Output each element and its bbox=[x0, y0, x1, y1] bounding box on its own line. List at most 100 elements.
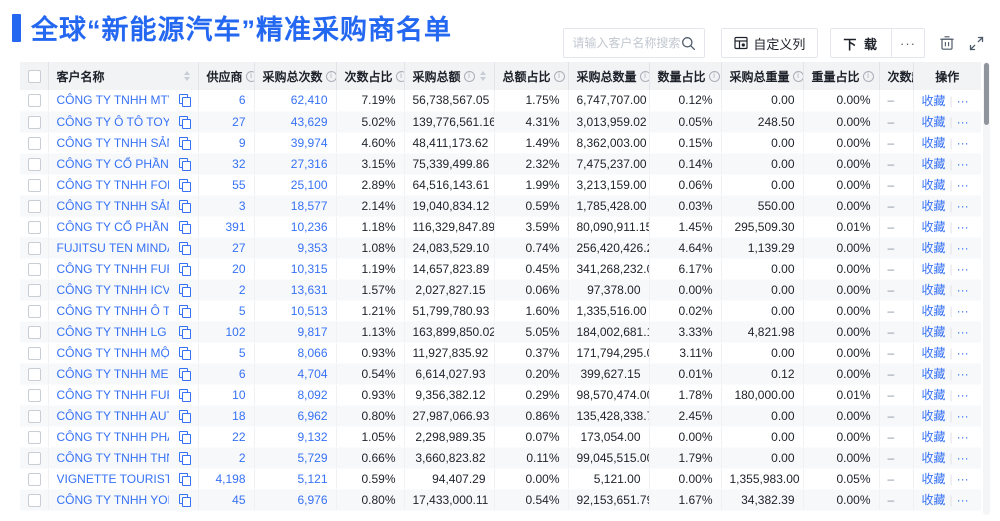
customer-name-link[interactable]: CÔNG TY TNHH FURUKAWA A... bbox=[56, 261, 169, 276]
row-checkbox[interactable] bbox=[28, 241, 41, 255]
customer-name-link[interactable]: CÔNG TY TNHH MỘT THÀNH V... bbox=[56, 345, 169, 360]
customer-name-link[interactable]: CÔNG TY CỔ PHẦN SẢN XUẤT... bbox=[56, 156, 169, 171]
copy-icon[interactable] bbox=[178, 241, 191, 255]
column-header[interactable]: 数量占比 bbox=[649, 62, 722, 90]
row-more-button[interactable]: ··· bbox=[956, 283, 969, 297]
favorite-button[interactable]: 收藏 bbox=[921, 430, 946, 444]
row-more-button[interactable]: ··· bbox=[956, 178, 969, 192]
row-checkbox[interactable] bbox=[28, 493, 41, 507]
info-icon[interactable] bbox=[395, 70, 403, 82]
row-checkbox[interactable] bbox=[28, 262, 41, 276]
select-all-checkbox-header[interactable] bbox=[20, 62, 49, 90]
row-more-button[interactable]: ··· bbox=[956, 451, 969, 465]
customer-name-link[interactable]: CÔNG TY TNHH Ô TÔ MITSUBI... bbox=[56, 303, 169, 318]
sort-icon[interactable] bbox=[183, 71, 190, 81]
row-checkbox[interactable] bbox=[28, 157, 41, 171]
row-more-button[interactable]: ··· bbox=[956, 220, 969, 234]
vertical-scrollbar[interactable] bbox=[983, 62, 990, 515]
favorite-button[interactable]: 收藏 bbox=[921, 283, 946, 297]
row-checkbox[interactable] bbox=[28, 367, 41, 381]
select-all-checkbox[interactable] bbox=[28, 70, 41, 84]
copy-icon[interactable] bbox=[178, 325, 191, 339]
row-more-button[interactable]: ··· bbox=[956, 472, 969, 486]
customer-name-link[interactable]: CÔNG TY TNHH YOKOWO VIỆT... bbox=[56, 492, 169, 507]
copy-icon[interactable] bbox=[178, 94, 191, 108]
customer-name-link[interactable]: CÔNG TY TNHH MTV SẢN XUẤ... bbox=[56, 93, 169, 108]
row-checkbox[interactable] bbox=[28, 325, 41, 339]
customer-name-link[interactable]: CÔNG TY TNHH MERCEDES–B... bbox=[56, 366, 169, 381]
row-checkbox[interactable] bbox=[28, 136, 41, 150]
row-checkbox[interactable] bbox=[28, 283, 41, 297]
favorite-button[interactable]: 收藏 bbox=[921, 262, 946, 276]
row-checkbox[interactable] bbox=[28, 115, 41, 129]
row-more-button[interactable]: ··· bbox=[956, 325, 969, 339]
row-checkbox[interactable] bbox=[28, 451, 41, 465]
row-more-button[interactable]: ··· bbox=[956, 304, 969, 318]
row-more-button[interactable]: ··· bbox=[956, 409, 969, 423]
customer-name-link[interactable]: VIGNETTE TOURISTIQUE G UNI... bbox=[56, 471, 169, 486]
favorite-button[interactable]: 收藏 bbox=[921, 346, 946, 360]
scrollbar-thumb[interactable] bbox=[984, 63, 989, 125]
info-icon[interactable] bbox=[325, 70, 335, 82]
favorite-button[interactable]: 收藏 bbox=[921, 367, 946, 381]
info-icon[interactable] bbox=[463, 70, 475, 82]
row-more-button[interactable]: ··· bbox=[956, 262, 969, 276]
copy-icon[interactable] bbox=[178, 262, 191, 276]
favorite-button[interactable]: 收藏 bbox=[921, 409, 946, 423]
customer-name-link[interactable]: CÔNG TY Ô TÔ TOYOTA VIỆT ... bbox=[56, 114, 169, 129]
column-header[interactable]: 采购总额 bbox=[404, 62, 495, 90]
customer-name-link[interactable]: CÔNG TY TNHH ICV bbox=[56, 282, 169, 297]
copy-icon[interactable] bbox=[178, 283, 191, 297]
copy-icon[interactable] bbox=[178, 304, 191, 318]
customer-name-link[interactable]: CÔNG TY TNHH SẢN XUẤT VÀ ... bbox=[56, 198, 169, 213]
row-more-button[interactable]: ··· bbox=[956, 136, 969, 150]
info-icon[interactable] bbox=[862, 70, 874, 82]
info-icon[interactable] bbox=[708, 70, 720, 82]
row-more-button[interactable]: ··· bbox=[956, 115, 969, 129]
customer-name-link[interactable]: CÔNG TY TNHH THN AUTOPAR... bbox=[56, 450, 169, 465]
info-icon[interactable] bbox=[553, 70, 565, 82]
column-header[interactable]: 采购总重量 bbox=[721, 62, 804, 90]
row-more-button[interactable]: ··· bbox=[956, 346, 969, 360]
column-header[interactable]: 次数占比 bbox=[336, 62, 405, 90]
copy-icon[interactable] bbox=[178, 493, 191, 507]
info-icon[interactable] bbox=[245, 70, 253, 82]
customer-name-link[interactable]: CÔNG TY TNHH PHÂN PHỐI T... bbox=[56, 429, 169, 444]
row-checkbox[interactable] bbox=[28, 94, 41, 108]
copy-icon[interactable] bbox=[178, 409, 191, 423]
row-checkbox[interactable] bbox=[28, 304, 41, 318]
favorite-button[interactable]: 收藏 bbox=[921, 199, 946, 213]
copy-icon[interactable] bbox=[178, 472, 191, 486]
copy-icon[interactable] bbox=[178, 136, 191, 150]
copy-icon[interactable] bbox=[178, 157, 191, 171]
row-checkbox[interactable] bbox=[28, 388, 41, 402]
row-more-button[interactable]: ··· bbox=[956, 199, 969, 213]
favorite-button[interactable]: 收藏 bbox=[921, 178, 946, 192]
favorite-button[interactable]: 收藏 bbox=[921, 115, 946, 129]
copy-icon[interactable] bbox=[178, 451, 191, 465]
customer-name-link[interactable]: CÔNG TY TNHH FORD VIỆT NAM bbox=[56, 177, 169, 192]
favorite-button[interactable]: 收藏 bbox=[921, 325, 946, 339]
column-header[interactable]: 总额占比 bbox=[494, 62, 569, 90]
favorite-button[interactable]: 收藏 bbox=[921, 157, 946, 171]
customer-name-link[interactable]: CÔNG TY TNHH AUTEL VIỆT N... bbox=[56, 408, 169, 423]
copy-icon[interactable] bbox=[178, 367, 191, 381]
favorite-button[interactable]: 收藏 bbox=[921, 472, 946, 486]
row-more-button[interactable]: ··· bbox=[956, 157, 969, 171]
column-header[interactable]: 采购总数量 bbox=[568, 62, 650, 90]
row-checkbox[interactable] bbox=[28, 220, 41, 234]
customer-search[interactable] bbox=[563, 28, 706, 58]
column-header[interactable]: 采购总次数 bbox=[254, 62, 337, 90]
row-checkbox[interactable] bbox=[28, 409, 41, 423]
row-more-button[interactable]: ··· bbox=[956, 93, 969, 108]
toolbar-more-button[interactable]: ··· bbox=[892, 28, 925, 58]
copy-icon[interactable] bbox=[178, 220, 191, 234]
fullscreen-expand-icon[interactable] bbox=[969, 36, 984, 51]
row-more-button[interactable]: ··· bbox=[956, 367, 969, 381]
favorite-button[interactable]: 收藏 bbox=[921, 493, 946, 507]
favorite-button[interactable]: 收藏 bbox=[921, 304, 946, 318]
copy-icon[interactable] bbox=[178, 346, 191, 360]
row-checkbox[interactable] bbox=[28, 472, 41, 486]
row-more-button[interactable]: ··· bbox=[956, 241, 969, 255]
copy-icon[interactable] bbox=[178, 430, 191, 444]
